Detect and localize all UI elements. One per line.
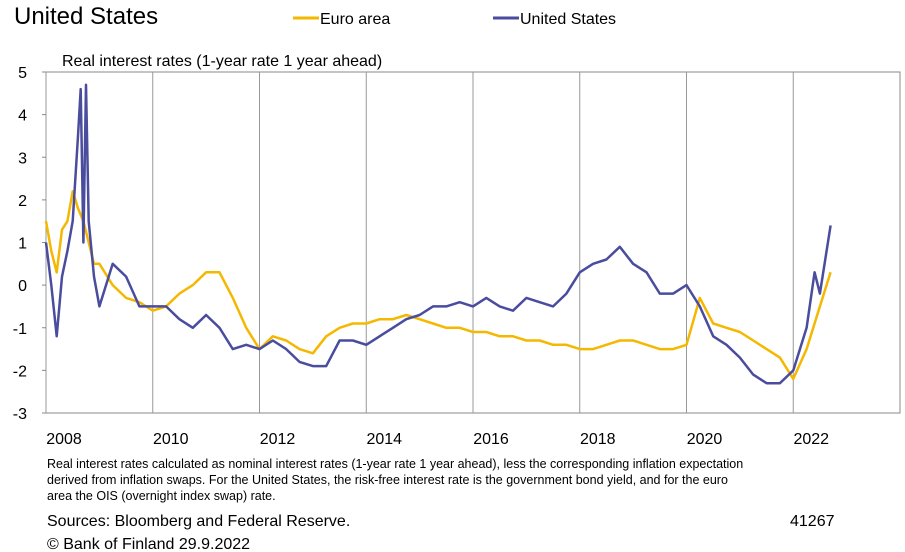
legend-label: United States <box>520 11 616 28</box>
y-tick-label: 2 <box>18 193 27 210</box>
y-tick-label: 0 <box>18 278 27 295</box>
note: area the OIS (overnight index swap) rate… <box>47 489 276 503</box>
y-tick-label: -1 <box>13 321 27 338</box>
x-tick-label: 2020 <box>687 431 723 448</box>
legend-label: Euro area <box>320 11 390 28</box>
series-line <box>44 190 832 381</box>
note: Real interest rates calculated as nomina… <box>47 457 743 471</box>
copyright: © Bank of Finland 29.9.2022 <box>47 536 250 552</box>
y-tick-label: 5 <box>18 65 27 82</box>
y-tick-label: 1 <box>18 236 27 253</box>
chart-subtitle: Real interest rates (1-year rate 1 year … <box>62 53 382 70</box>
x-tick-label: 2022 <box>793 431 829 448</box>
y-tick-label: 3 <box>18 150 27 167</box>
y-tick-label: -2 <box>13 363 27 380</box>
y-tick-label: -3 <box>13 406 27 423</box>
x-tick-label: 2010 <box>153 431 189 448</box>
chart-title: United States <box>14 3 158 30</box>
x-tick-label: 2012 <box>260 431 296 448</box>
x-tick-label: 2014 <box>366 431 402 448</box>
note: derived from inflation swaps. For the Un… <box>47 473 728 487</box>
x-tick-label: 2018 <box>580 431 616 448</box>
x-tick-label: 2016 <box>473 431 509 448</box>
x-tick-label: 2008 <box>46 431 82 448</box>
series-line <box>44 83 832 385</box>
chart-id: 41267 <box>790 513 835 530</box>
source: Sources: Bloomberg and Federal Reserve. <box>47 513 350 530</box>
y-tick-label: 4 <box>18 108 27 125</box>
